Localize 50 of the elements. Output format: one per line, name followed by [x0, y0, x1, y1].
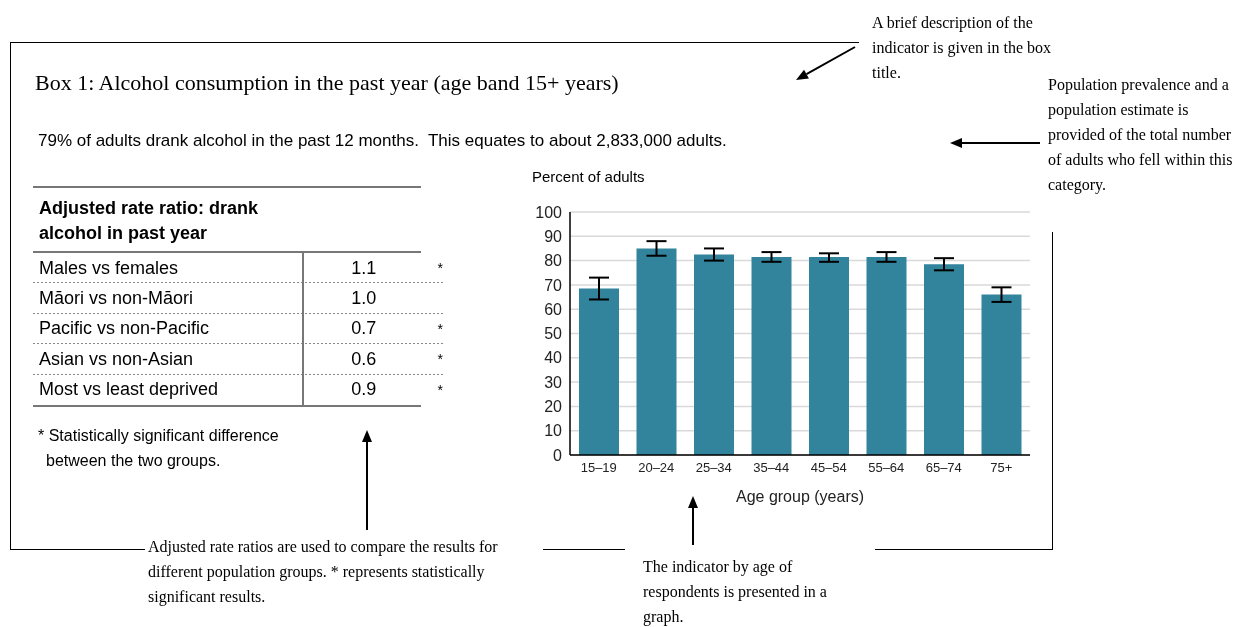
- bar: [866, 256, 907, 455]
- y-tick-label: 90: [544, 227, 563, 245]
- x-tick-label: 65–74: [925, 460, 962, 476]
- bar: [809, 256, 849, 455]
- x-tick-label: 35–44: [753, 460, 790, 476]
- category-label: Males vs females: [33, 253, 305, 284]
- text: *: [437, 320, 443, 337]
- bar: [636, 248, 677, 455]
- y-tick-label: 20: [544, 398, 563, 416]
- text: Adjusted rate ratios are used to compare the results for different population groups. * represents statistically significant results.: [148, 537, 499, 608]
- bar: [981, 294, 1022, 455]
- text: 79% of adults drank alcohol in the past 12 months. This equates to about 2,833,000 adults.: [38, 131, 727, 151]
- x-tick-label: 15–19: [580, 460, 617, 476]
- bar: [924, 264, 964, 455]
- text: * Statistically significant difference between the two groups.: [38, 425, 280, 471]
- text: Adjusted rate ratio: drank alcohol in past year: [38, 197, 260, 245]
- y-axis-title: Percent of adults: [532, 168, 645, 185]
- y-tick-label: 30: [544, 373, 563, 391]
- text: Population prevalence and a population estimate is provided of the total number of adults who fell within this category.: [1048, 75, 1233, 196]
- category-label: Māori vs non-Māori: [33, 283, 305, 314]
- bar: [579, 288, 619, 455]
- x-axis-title: Age group (years): [735, 488, 865, 505]
- x-tick-label: 45–54: [810, 460, 847, 476]
- y-tick-label: 80: [544, 252, 563, 270]
- category-label: Most vs least deprived: [33, 374, 305, 405]
- x-tick-label: 20–24: [638, 460, 675, 476]
- y-tick-label: 60: [544, 300, 563, 318]
- x-tick-label: 55–64: [868, 460, 905, 476]
- x-tick-label: 25–34: [695, 460, 732, 476]
- y-tick-label: 40: [544, 349, 563, 367]
- category-label: Pacific vs non-Pacific: [33, 313, 305, 345]
- x-tick-label: 75+: [990, 460, 1013, 476]
- y-tick-label: 70: [544, 276, 563, 294]
- bar: [751, 256, 792, 455]
- text: Box 1: Alcohol consumption in the past year (age band 15+ years): [35, 70, 619, 96]
- y-tick-label: 0: [553, 446, 563, 464]
- text: *: [437, 381, 443, 398]
- text: *: [437, 351, 443, 368]
- category-label: Asian vs non-Asian: [33, 344, 305, 375]
- text: The indicator by age of respondents is presented in a graph.: [643, 557, 828, 627]
- text: 1.1: [351, 257, 377, 278]
- text: *: [437, 260, 443, 277]
- y-tick-label: 10: [544, 422, 563, 440]
- text: 0.9: [351, 379, 377, 400]
- y-tick-label: 50: [544, 325, 563, 343]
- text: 1.0: [351, 288, 377, 309]
- y-tick-label: 100: [535, 203, 563, 221]
- text: 0.6: [351, 348, 377, 369]
- bar: [694, 254, 734, 455]
- text: 0.7: [351, 318, 377, 339]
